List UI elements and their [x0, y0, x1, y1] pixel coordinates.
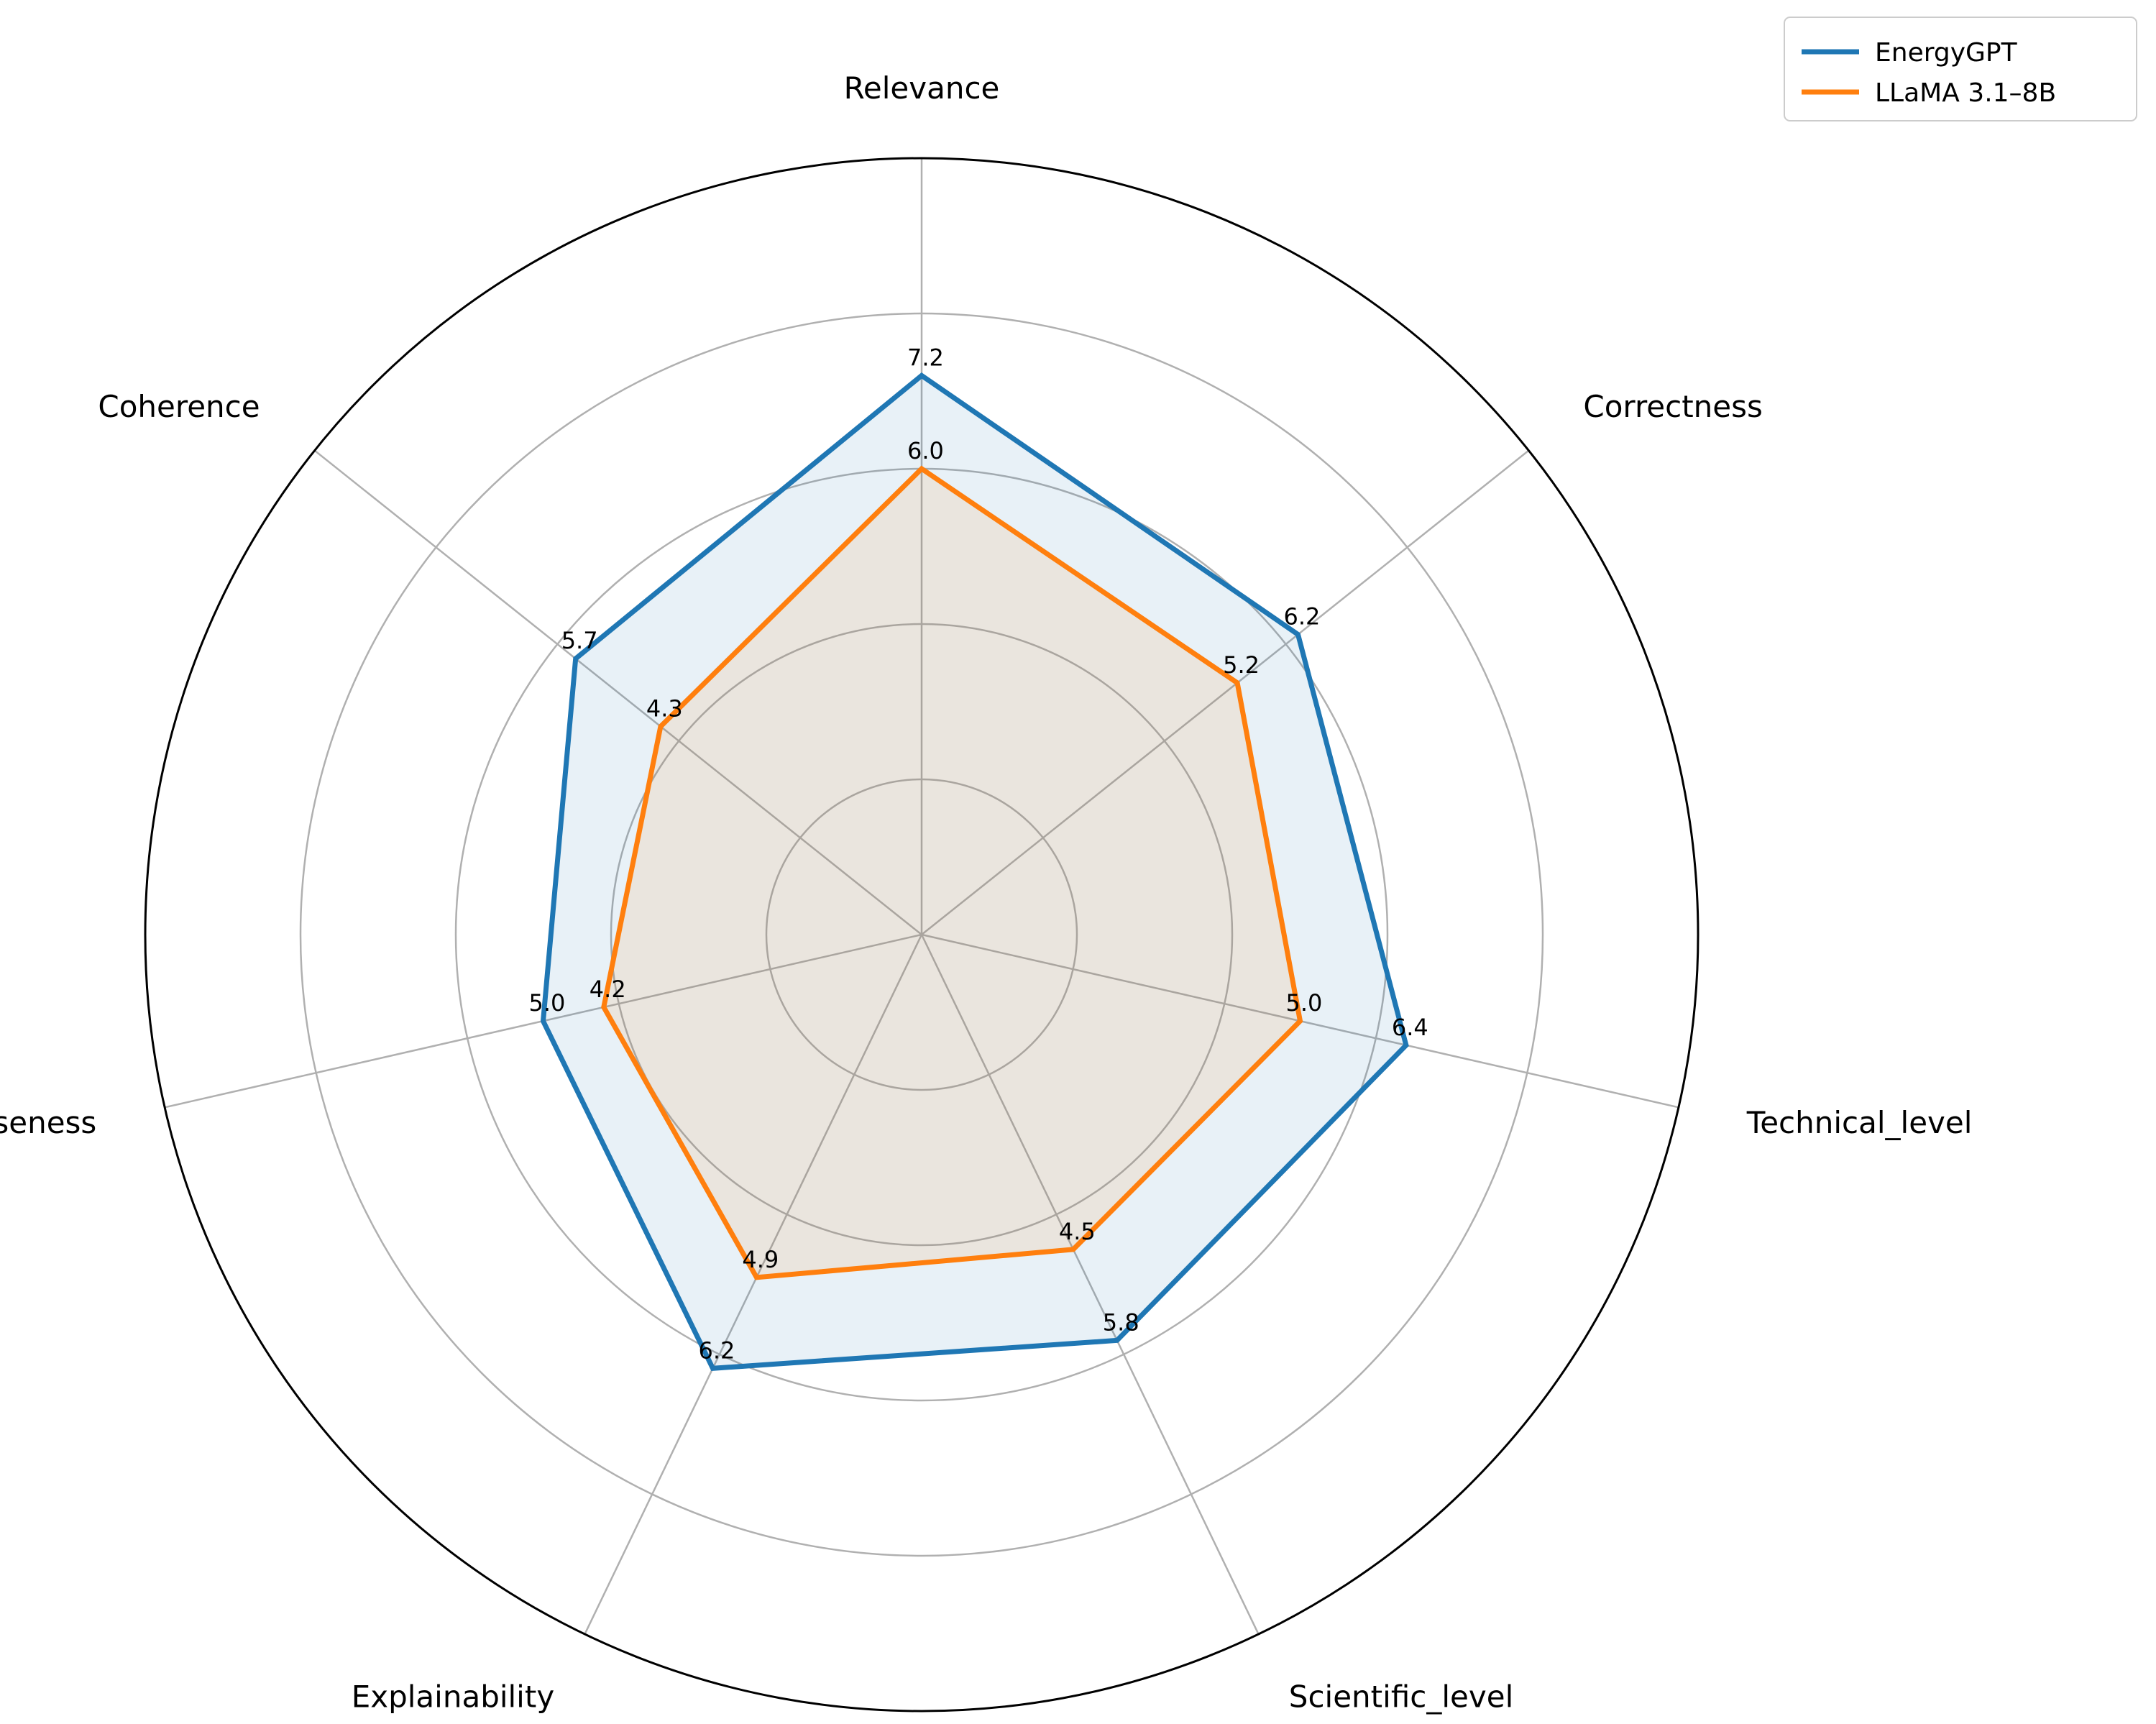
radar-outer-frame: [144, 157, 1699, 1712]
value-label-series-1-conciseness: 5.0: [529, 989, 566, 1017]
axis-label-explainability: Explainability: [352, 1679, 554, 1715]
value-label-series-1-relevance: 7.2: [907, 344, 944, 371]
value-label-series-1-coherence: 5.7: [561, 627, 598, 654]
spoke-scientific-level: [920, 934, 1260, 1635]
spoke-coherence: [313, 449, 922, 935]
value-label-series-1-explainability: 6.2: [699, 1336, 735, 1364]
series-1-area: [543, 375, 1406, 1369]
value-label-series-2-conciseness: 4.2: [590, 976, 626, 1003]
legend: EnergyGPT LLaMA 3.1–8B: [1784, 17, 2137, 121]
legend-label-series-1: EnergyGPT: [1875, 38, 2018, 68]
spoke-correctness: [921, 449, 1530, 935]
legend-box: [1784, 17, 2137, 121]
axis-label-correctness: Correctness: [1583, 389, 1763, 424]
value-label-series-1-correctness: 6.2: [1284, 603, 1321, 631]
legend-label-series-2: LLaMA 3.1–8B: [1875, 78, 2056, 108]
radar-series: [540, 372, 1409, 1371]
value-labels: 7.2 6.2 6.4 5.8 6.2 5.0 5.7 6.0 5.2 5.0 4.5 4.9 4.2 4…: [529, 344, 1428, 1364]
value-label-series-1-scientific-level: 5.8: [1103, 1308, 1139, 1336]
axis-label-scientific-level: Scientific_level: [1289, 1679, 1513, 1715]
axis-label-coherence: Coherence: [98, 389, 260, 424]
axis-label-conciseness: Conciseness: [0, 1105, 96, 1140]
series-2-line: [601, 465, 1303, 1280]
radar-spokes: [164, 158, 1679, 1635]
series-2-area: [603, 469, 1301, 1278]
value-label-series-2-relevance: 6.0: [907, 437, 944, 464]
value-label-series-1-technical-level: 6.4: [1392, 1014, 1428, 1041]
axis-label-relevance: Relevance: [844, 70, 1000, 106]
value-label-series-2-coherence: 4.3: [646, 695, 683, 723]
axis-labels: Relevance Correctness Technical_level Scien…: [0, 70, 1972, 1715]
value-label-series-2-correctness: 5.2: [1223, 651, 1260, 679]
value-label-series-2-technical-level: 5.0: [1286, 989, 1323, 1017]
series-1-line: [540, 372, 1409, 1371]
axis-label-technical-level: Technical_level: [1746, 1105, 1973, 1140]
spoke-explainability: [584, 934, 923, 1635]
value-label-series-2-explainability: 4.9: [742, 1246, 779, 1273]
value-label-series-2-scientific-level: 4.5: [1059, 1218, 1096, 1245]
